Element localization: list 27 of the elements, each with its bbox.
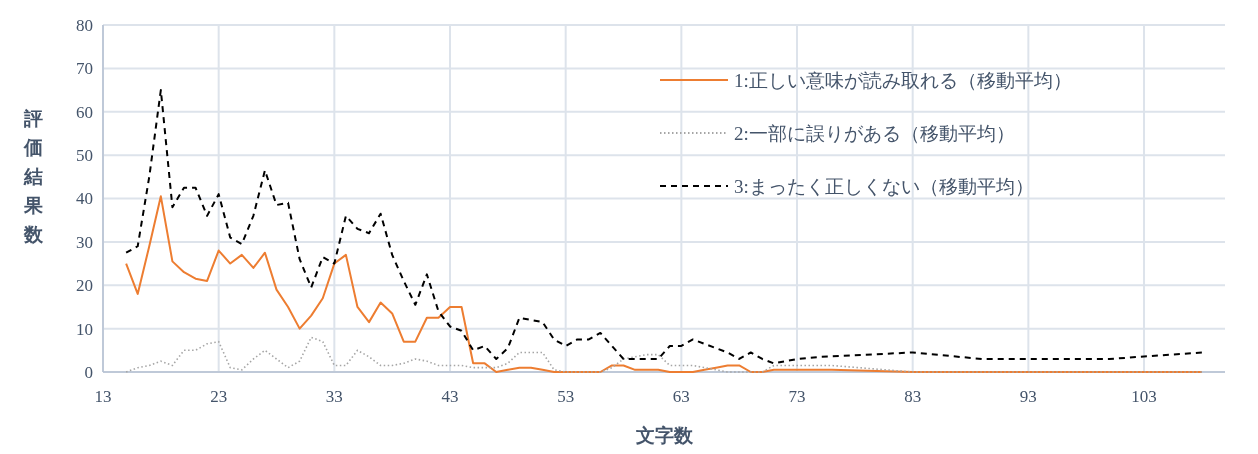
y-axis-title: 評価結果数 (22, 108, 44, 245)
y-tick-label: 10 (76, 319, 93, 339)
x-tick-label: 73 (788, 387, 806, 406)
legend-label: 2:一部に誤りがある（移動平均） (734, 122, 1015, 144)
x-tick-label: 93 (1019, 387, 1037, 406)
y-tick-label: 20 (76, 276, 93, 296)
line-series (125, 89, 1203, 365)
x-tick-label: 33 (325, 387, 343, 406)
legend-label: 1:正しい意味が読み取れる（移動平均） (734, 69, 1072, 91)
line-series (125, 336, 1203, 373)
line-series (125, 195, 1203, 373)
y-tick-label: 80 (76, 15, 93, 35)
x-axis-title: 文字数 (634, 425, 694, 446)
y-tick-label: 40 (76, 189, 93, 209)
y-tick-label: 60 (76, 102, 93, 122)
legend-label: 3:まったく正しくない（移動平均） (734, 175, 1034, 197)
y-tick-label: 0 (84, 362, 93, 382)
x-tick-label: 53 (557, 387, 575, 406)
y-tick-label: 70 (76, 59, 93, 79)
y-tick-label: 30 (76, 232, 93, 252)
x-tick-label: 103 (1131, 387, 1157, 406)
x-tick-label: 83 (904, 387, 922, 406)
x-tick-label: 23 (210, 387, 228, 406)
x-tick-label: 13 (94, 387, 112, 406)
y-tick-label: 50 (76, 146, 93, 166)
x-tick-label: 43 (441, 387, 459, 406)
x-tick-label: 63 (672, 387, 690, 406)
